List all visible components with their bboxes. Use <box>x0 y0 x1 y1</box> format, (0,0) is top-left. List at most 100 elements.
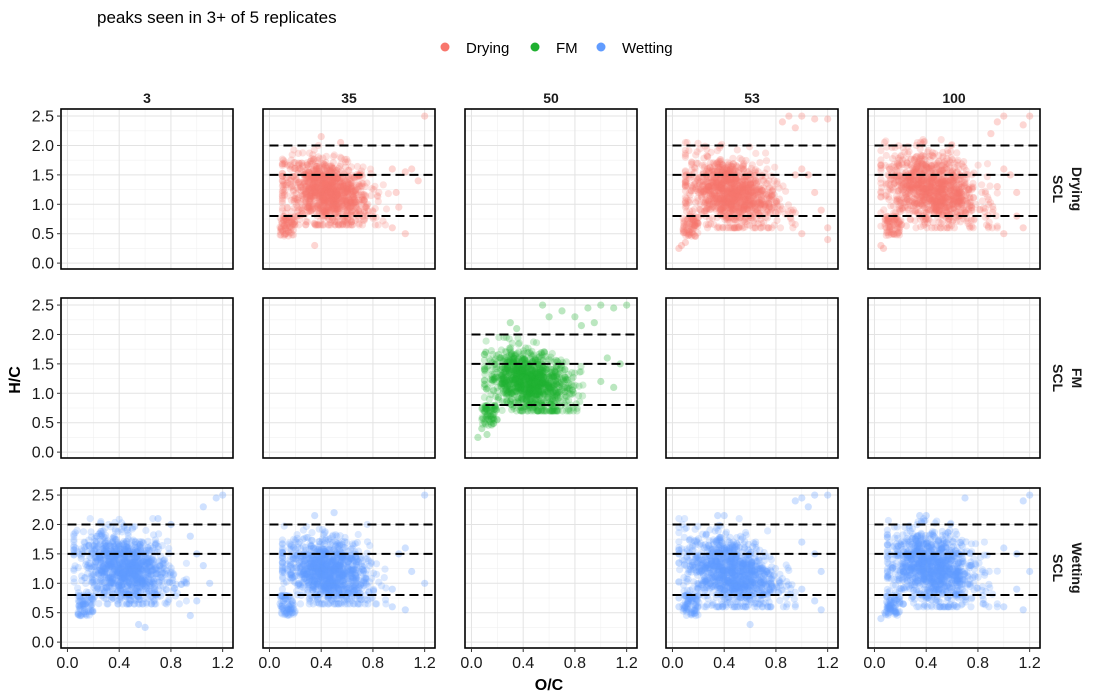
data-point <box>683 178 691 186</box>
data-point <box>305 207 313 215</box>
data-point <box>319 186 327 194</box>
data-point <box>750 207 758 215</box>
data-point <box>903 161 911 169</box>
data-point <box>772 197 780 205</box>
data-point <box>340 177 348 185</box>
data-point <box>904 143 912 151</box>
data-point <box>294 149 302 157</box>
data-point <box>325 216 333 224</box>
data-point <box>318 207 326 215</box>
data-point <box>730 224 738 232</box>
data-point <box>348 221 356 229</box>
data-point <box>681 151 690 159</box>
data-point <box>311 220 319 228</box>
data-point <box>892 192 901 200</box>
data-point <box>892 163 900 171</box>
data-point <box>318 205 326 213</box>
data-point <box>321 200 329 208</box>
data-point <box>798 112 806 120</box>
data-point <box>278 170 286 178</box>
data-point <box>899 189 907 197</box>
data-point <box>919 196 928 204</box>
data-point <box>358 196 366 204</box>
data-point <box>283 204 291 212</box>
data-point <box>306 196 314 204</box>
data-point <box>738 156 746 164</box>
data-point <box>303 218 311 226</box>
data-point <box>498 397 506 406</box>
panel-grid <box>465 488 637 648</box>
data-point <box>313 162 321 171</box>
data-point <box>489 375 498 383</box>
data-point <box>289 187 297 195</box>
data-point <box>788 208 797 216</box>
data-point <box>326 192 334 200</box>
data-point <box>335 188 343 196</box>
panel-grid <box>61 298 233 458</box>
data-point <box>895 180 903 188</box>
data-point <box>346 202 354 210</box>
data-point <box>321 197 329 205</box>
data-point <box>332 193 341 201</box>
data-point <box>320 196 328 204</box>
panel-fm-53 <box>666 298 838 458</box>
data-point <box>281 181 290 189</box>
data-point <box>340 178 348 186</box>
data-point <box>993 183 1001 191</box>
data-point <box>285 162 294 170</box>
data-point <box>341 203 349 211</box>
data-point <box>379 181 387 189</box>
data-point <box>497 372 505 380</box>
data-point <box>347 197 355 205</box>
data-point <box>968 183 976 191</box>
data-point <box>324 192 332 200</box>
data-point <box>341 189 349 197</box>
data-point <box>956 193 964 201</box>
data-point <box>1019 224 1027 232</box>
data-point <box>350 188 358 196</box>
data-point <box>294 161 302 169</box>
data-point <box>328 186 336 194</box>
data-point <box>480 365 488 373</box>
data-point <box>332 205 340 214</box>
data-point <box>314 179 322 187</box>
data-point <box>323 179 331 187</box>
data-point <box>315 201 323 209</box>
data-point <box>359 163 367 171</box>
data-point <box>325 174 333 182</box>
data-point <box>349 195 357 203</box>
data-point <box>320 164 328 172</box>
data-point <box>947 148 955 156</box>
data-point <box>686 229 694 237</box>
data-point <box>764 224 773 232</box>
data-point <box>729 186 738 194</box>
data-point <box>719 197 727 205</box>
panel-background <box>868 488 1040 648</box>
data-point <box>310 176 318 184</box>
data-point <box>331 182 339 190</box>
data-point <box>321 178 329 187</box>
data-point <box>323 188 332 196</box>
data-point <box>958 160 966 168</box>
data-point <box>306 192 314 201</box>
data-point <box>340 197 348 205</box>
data-point <box>302 218 310 226</box>
data-point <box>305 185 313 193</box>
data-point <box>343 155 351 163</box>
data-point <box>884 187 892 195</box>
data-point <box>709 179 717 187</box>
data-point <box>327 196 335 204</box>
data-point <box>325 181 333 189</box>
data-point <box>311 176 319 184</box>
data-point <box>343 221 351 229</box>
data-point <box>346 204 354 212</box>
data-point <box>301 178 309 186</box>
data-point <box>506 397 514 405</box>
data-point <box>314 206 323 214</box>
data-point <box>981 213 990 221</box>
data-point <box>522 344 530 352</box>
data-point <box>912 224 920 232</box>
data-point <box>555 388 563 396</box>
data-point <box>762 157 771 165</box>
